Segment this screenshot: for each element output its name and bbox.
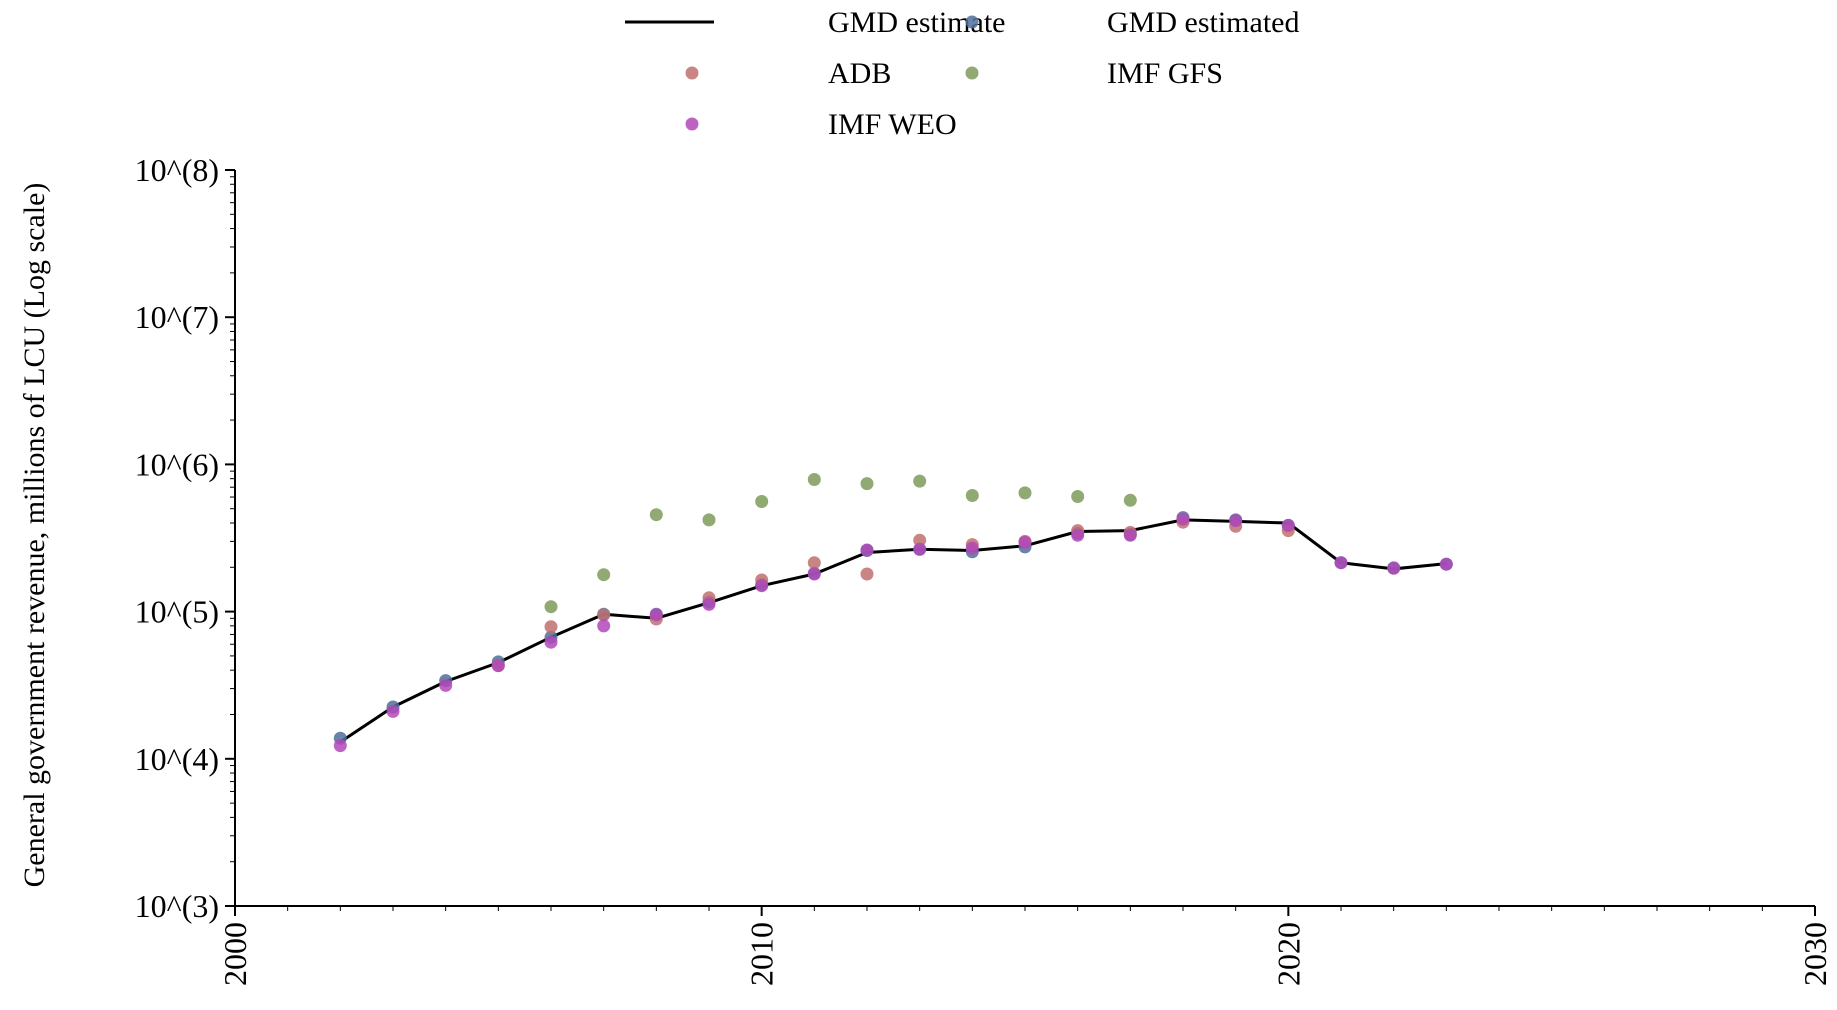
legend-label: IMF GFS [1107, 57, 1223, 90]
legend-item-imf-gfs: IMF GFS [965, 57, 1223, 90]
legend-label: IMF WEO [828, 108, 957, 141]
data-point [755, 495, 769, 508]
points-adb [491, 515, 1295, 673]
legend-label: ADB [828, 57, 891, 90]
x-tick-label: 2010 [744, 922, 780, 986]
legend-item-imf-weo: IMF WEO [685, 108, 957, 141]
legend-item-gmd-estimated: GMD estimated [965, 6, 1299, 39]
data-point [1176, 512, 1190, 526]
x-tick-label: 2000 [217, 922, 253, 986]
data-point [913, 542, 927, 556]
points-gmd-estimated [333, 511, 1453, 745]
data-point [1123, 493, 1137, 507]
data-point [386, 704, 400, 718]
data-point [860, 567, 874, 581]
data-point [649, 508, 663, 522]
y-tick-label: 10^(6) [135, 446, 219, 482]
legend-point-swatch [965, 15, 979, 29]
legend-point-swatch [685, 117, 699, 131]
data-point [597, 568, 611, 582]
data-point [1229, 514, 1243, 528]
x-tick-label: 2020 [1270, 922, 1306, 986]
legend-label: GMD estimated [1107, 6, 1299, 39]
data-point [597, 608, 611, 622]
data-point [491, 659, 505, 673]
data-point [755, 579, 769, 593]
x-tick-label: 2030 [1797, 922, 1833, 986]
data-point [913, 474, 927, 488]
data-point [807, 567, 821, 581]
data-point [913, 533, 927, 547]
series-line [339, 518, 1447, 744]
series-gmd-estimate [339, 518, 1447, 744]
data-point [439, 678, 453, 692]
data-point [965, 489, 979, 502]
points-imf-gfs [544, 473, 1137, 614]
y-tick-label: 10^(5) [135, 594, 219, 630]
data-point [860, 543, 874, 557]
data-point [333, 739, 347, 753]
y-tick-label: 10^(4) [135, 741, 219, 777]
y-tick-label: 10^(3) [135, 888, 219, 924]
data-point [1071, 528, 1085, 542]
data-point [1018, 535, 1032, 549]
data-point [807, 473, 821, 486]
data-point [860, 477, 874, 491]
series-layer [333, 473, 1453, 753]
data-point [1439, 557, 1453, 571]
data-point [702, 597, 716, 611]
data-point [1123, 528, 1137, 542]
legend-item-gmd-estimate: GMD estimate [625, 6, 1005, 39]
data-point [544, 635, 558, 649]
legend-item-adb: ADB [685, 57, 891, 90]
data-point [1018, 486, 1032, 500]
data-point [597, 619, 611, 633]
data-point [649, 608, 663, 622]
data-point [702, 513, 716, 527]
data-point [1071, 490, 1085, 503]
points-imf-weo [333, 512, 1453, 753]
legend: GMD estimate GMD estimated ADB IMF GFS IMF W… [625, 6, 1299, 141]
y-axis-title: General government revenue, millions of … [18, 183, 51, 888]
data-point [965, 541, 979, 555]
data-point [807, 556, 821, 570]
data-point [1387, 561, 1401, 575]
y-tick-label: 10^(8) [135, 152, 219, 188]
data-point [1334, 556, 1348, 570]
axes: 10^(3) 10^(4) 10^(5) 10^(6) 10^(7) 10^(8) 2000… [135, 152, 1833, 986]
legend-point-swatch [685, 66, 699, 80]
y-tick-label: 10^(7) [135, 299, 219, 335]
data-point [544, 620, 558, 634]
legend-label: GMD estimate [828, 6, 1005, 39]
data-point [544, 600, 558, 614]
data-point [1281, 518, 1295, 532]
legend-point-swatch [965, 66, 979, 80]
